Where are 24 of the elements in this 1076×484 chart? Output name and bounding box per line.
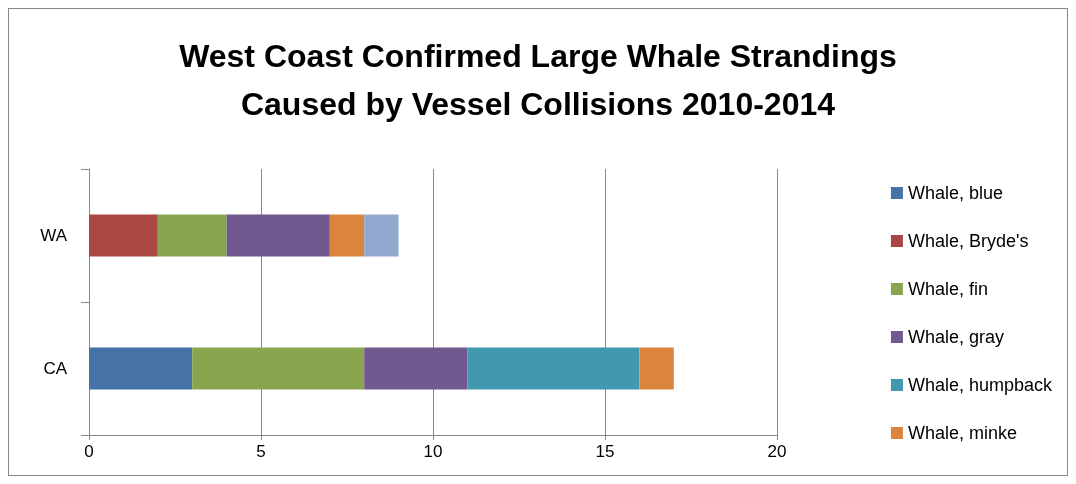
legend-label: Whale, minke — [907, 423, 1017, 443]
x-tick-label: 10 — [423, 442, 443, 461]
bar — [639, 347, 674, 390]
y-tick-label: WA — [40, 226, 68, 245]
legend-label: Whale, Bryde's — [907, 231, 1029, 251]
legend-label: Whale, gray — [907, 327, 1004, 347]
bar — [89, 214, 158, 257]
legend-label: Whale, fin — [907, 279, 988, 299]
bar — [157, 214, 227, 257]
bar — [467, 347, 640, 390]
bar — [364, 347, 468, 390]
chart-title: West Coast Confirmed Large Whale Strandings Caused by Vessel Collisions 2010-2014 — [179, 38, 897, 122]
bar — [329, 214, 365, 257]
x-tick-label: 5 — [256, 442, 266, 461]
legend-label: Whale, humpback — [907, 375, 1053, 395]
bar — [364, 214, 399, 257]
legend-label: Whale, blue — [907, 183, 1003, 203]
x-tick-label: 20 — [767, 442, 787, 461]
y-tick-label: CA — [43, 359, 68, 378]
bar — [192, 347, 365, 390]
bar — [226, 214, 330, 257]
x-tick-label: 0 — [84, 442, 94, 461]
x-tick-label: 15 — [595, 442, 615, 461]
bar — [89, 347, 193, 390]
